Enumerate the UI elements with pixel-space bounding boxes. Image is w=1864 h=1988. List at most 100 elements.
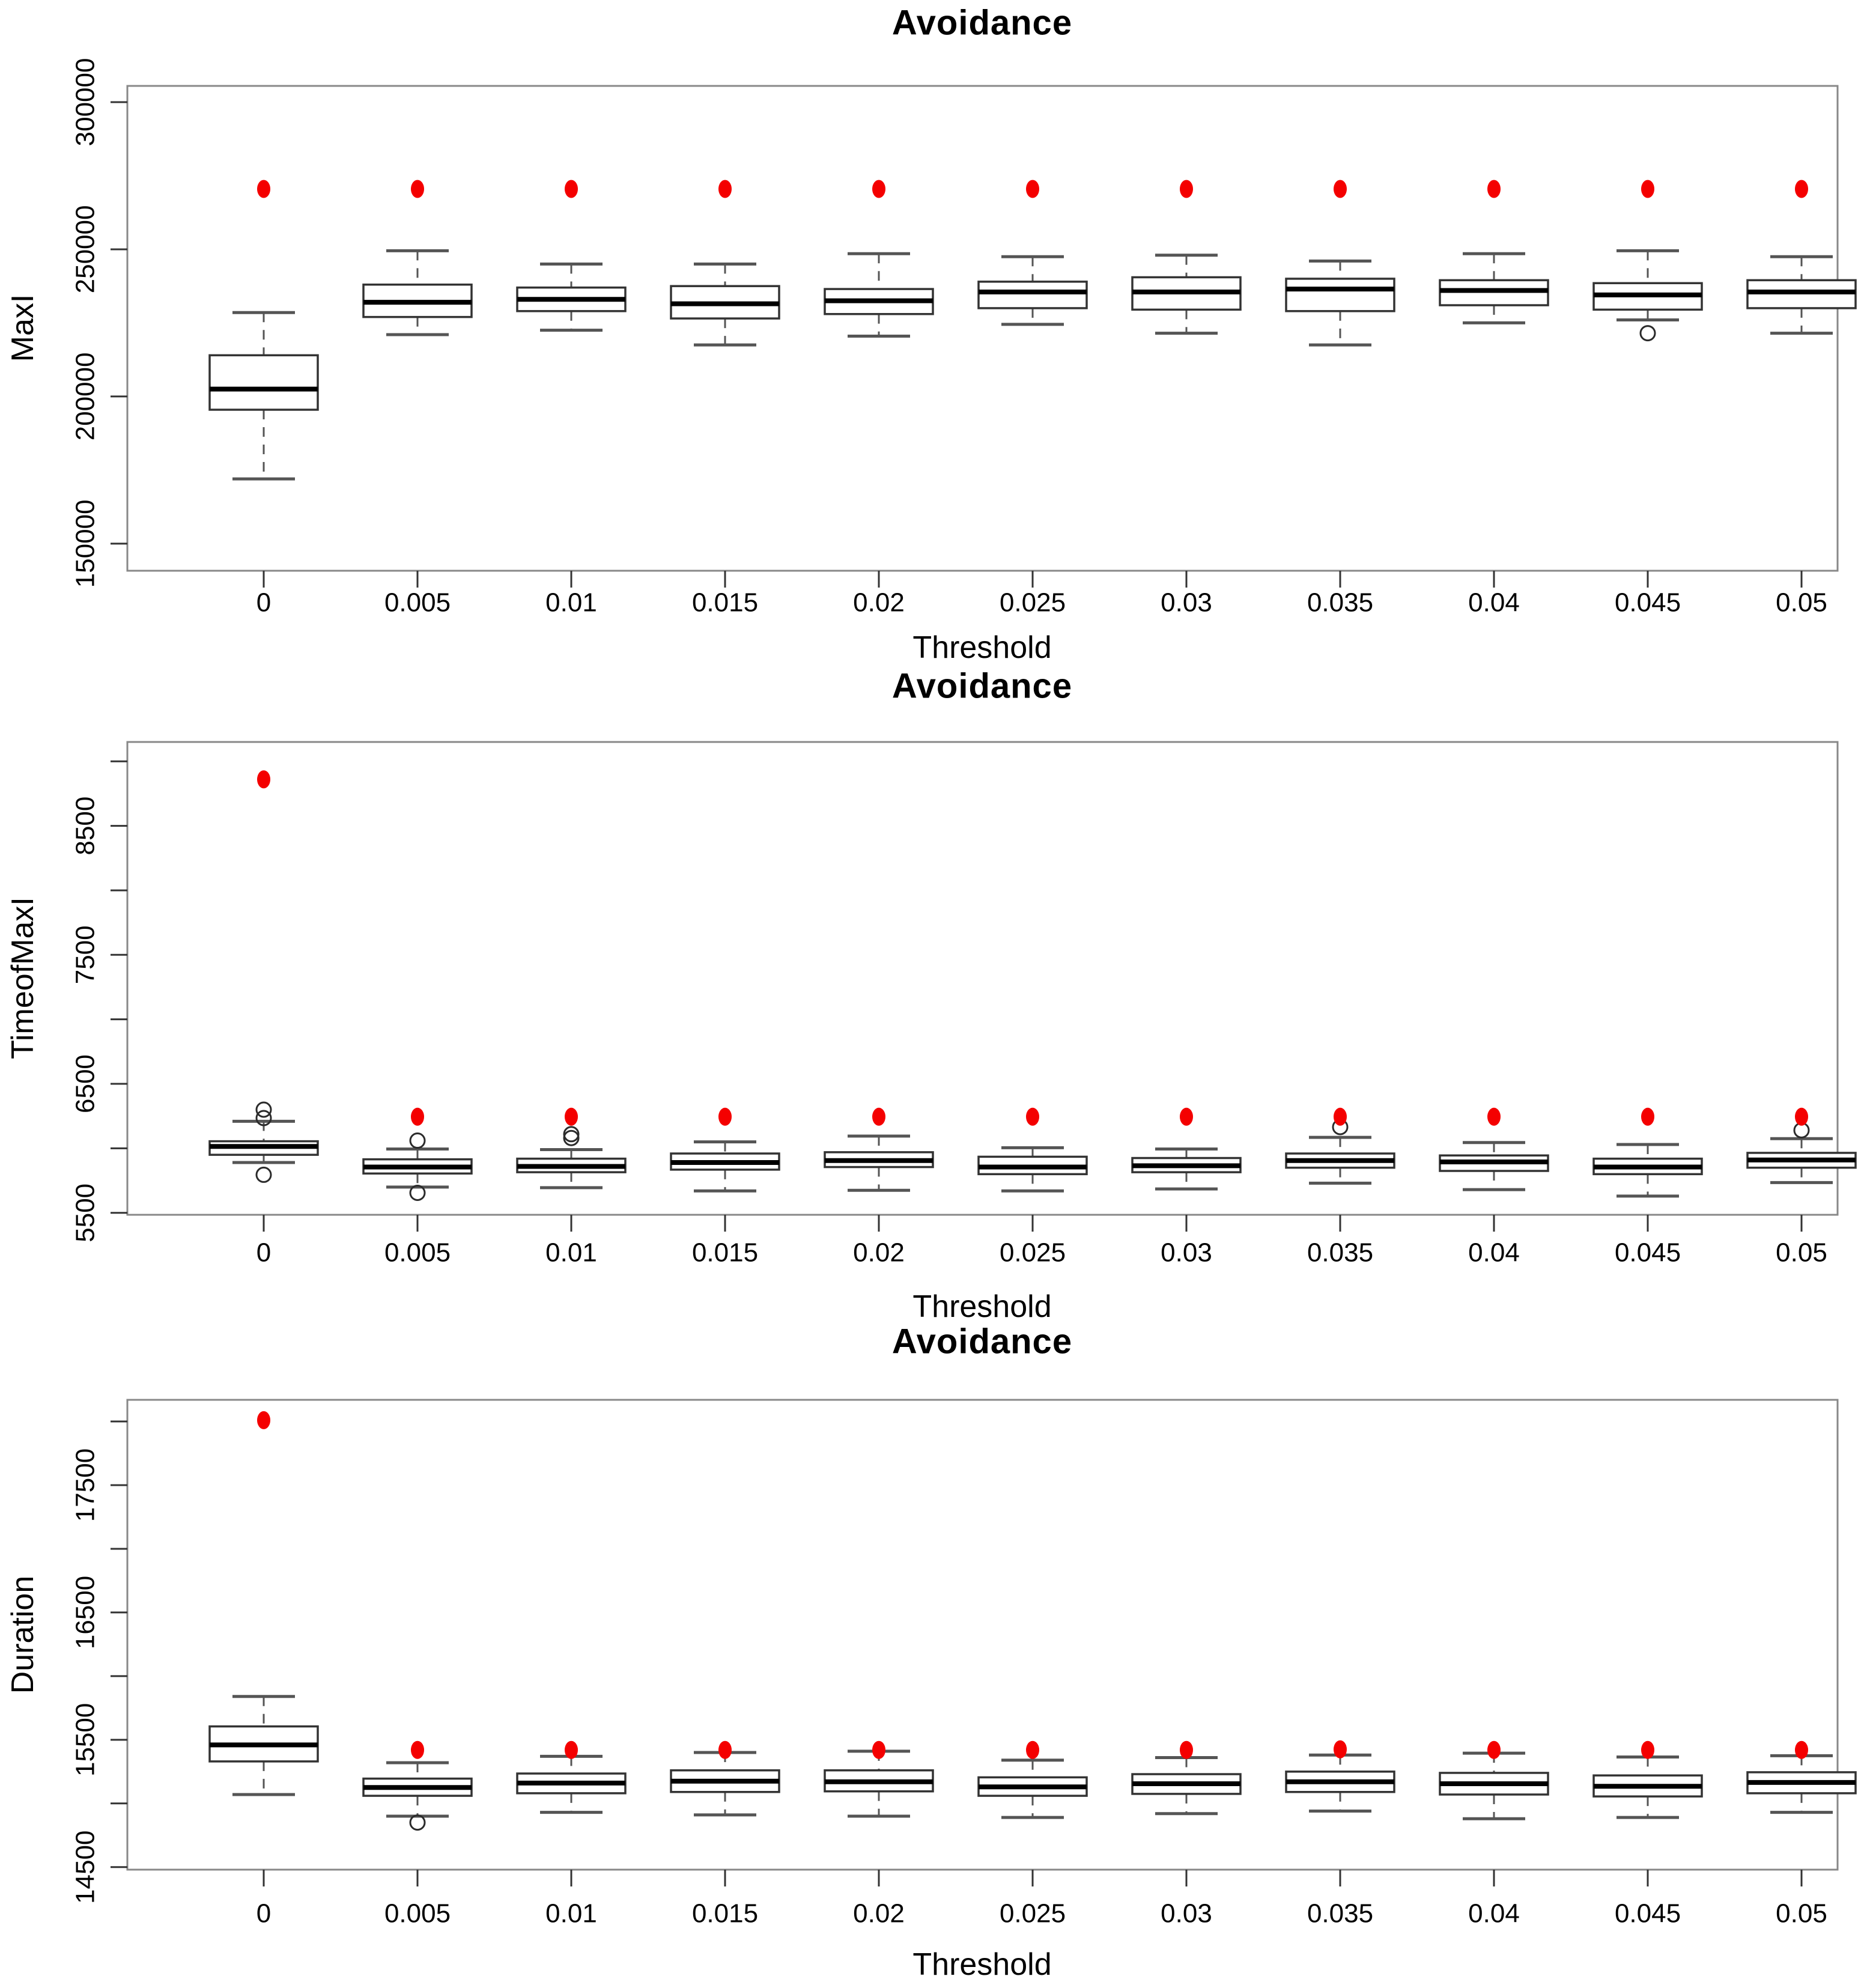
red-reference-point <box>411 1107 424 1126</box>
red-reference-point <box>257 1411 270 1429</box>
plot-title-maxi: Avoidance <box>891 3 1073 43</box>
x-tick-label: 0.05 <box>1776 1238 1827 1268</box>
x-axis-label-maxi: Threshold <box>912 630 1052 665</box>
x-tick-label: 0.005 <box>384 588 451 618</box>
x-tick-label: 0.035 <box>1307 1899 1373 1929</box>
x-tick-label: 0.025 <box>1000 1899 1066 1929</box>
x-tick-label: 0.025 <box>1000 1238 1066 1268</box>
y-tick-label: 150000 <box>71 500 100 588</box>
red-reference-point <box>565 180 578 198</box>
outlier-point <box>255 1110 272 1126</box>
red-reference-point <box>411 1740 424 1759</box>
outlier-point <box>1639 325 1656 342</box>
y-tick-label: 16500 <box>71 1576 100 1649</box>
x-tick-label: 0.04 <box>1468 1238 1520 1268</box>
x-tick-label: 0.04 <box>1468 1899 1520 1929</box>
x-tick-label: 0.05 <box>1776 588 1827 618</box>
x-tick-label: 0 <box>257 1899 271 1929</box>
red-reference-point <box>1026 1740 1039 1759</box>
red-reference-point <box>1487 1740 1501 1759</box>
x-tick-label: 0.015 <box>692 1899 758 1929</box>
red-reference-point <box>718 180 732 198</box>
red-reference-point <box>1795 180 1808 198</box>
red-reference-point <box>718 1740 732 1759</box>
red-reference-point <box>1180 1107 1193 1126</box>
red-reference-point <box>872 1107 885 1126</box>
red-reference-point <box>1180 1740 1193 1759</box>
x-tick-label: 0.03 <box>1161 1238 1212 1268</box>
x-tick-label: 0.01 <box>545 1899 597 1929</box>
x-tick-label: 0.02 <box>853 1238 905 1268</box>
x-tick-label: 0.045 <box>1615 1238 1681 1268</box>
iqr-box <box>977 281 1088 309</box>
outlier-point <box>409 1814 426 1831</box>
red-reference-point <box>1641 180 1654 198</box>
x-tick-label: 0.025 <box>1000 588 1066 618</box>
plot-frame <box>126 741 1839 1216</box>
x-tick-label: 0.02 <box>853 588 905 618</box>
x-axis-label-duration: Threshold <box>912 1947 1052 1982</box>
x-tick-label: 0.03 <box>1161 588 1212 618</box>
x-tick-label: 0.005 <box>384 1899 451 1929</box>
x-tick-label: 0.02 <box>853 1899 905 1929</box>
red-reference-point <box>1180 180 1193 198</box>
outlier-point <box>563 1126 580 1143</box>
x-tick-label: 0.035 <box>1307 588 1373 618</box>
red-reference-point <box>565 1740 578 1759</box>
red-reference-point <box>565 1107 578 1126</box>
x-tick-label: 0.005 <box>384 1238 451 1268</box>
x-tick-label: 0.01 <box>545 1238 597 1268</box>
y-tick-label: 8500 <box>71 797 100 856</box>
y-tick-label: 300000 <box>71 58 100 147</box>
iqr-box <box>1285 278 1395 312</box>
x-tick-label: 0.015 <box>692 588 758 618</box>
y-axis-label-timeofmaxi: TimeofMaxI <box>5 897 40 1059</box>
x-tick-label: 0 <box>257 588 271 618</box>
red-reference-point <box>718 1107 732 1126</box>
red-reference-point <box>1795 1740 1808 1759</box>
x-tick-label: 0.05 <box>1776 1899 1827 1929</box>
x-tick-label: 0.015 <box>692 1238 758 1268</box>
red-reference-point <box>1334 180 1347 198</box>
red-reference-point <box>257 770 270 789</box>
outlier-point <box>255 1101 272 1118</box>
red-reference-point <box>1026 1107 1039 1126</box>
y-tick-label: 14500 <box>71 1831 100 1904</box>
red-reference-point <box>1487 1107 1501 1126</box>
outlier-point <box>255 1166 272 1183</box>
y-tick-label: 6500 <box>71 1054 100 1113</box>
plot-frame <box>126 85 1839 572</box>
x-tick-label: 0.04 <box>1468 588 1520 618</box>
x-tick-label: 0.045 <box>1615 1899 1681 1929</box>
x-tick-label: 0.045 <box>1615 588 1681 618</box>
red-reference-point <box>1334 1107 1347 1126</box>
red-reference-point <box>1026 180 1039 198</box>
y-tick-label: 15500 <box>71 1703 100 1777</box>
y-tick-label: 250000 <box>71 205 100 294</box>
plot-title-duration: Avoidance <box>891 1322 1073 1361</box>
y-tick-label: 17500 <box>71 1448 100 1522</box>
outlier-point <box>409 1184 426 1201</box>
y-tick-label: 200000 <box>71 353 100 441</box>
red-reference-point <box>411 180 424 198</box>
outlier-point <box>409 1132 426 1149</box>
x-tick-label: 0.03 <box>1161 1899 1212 1929</box>
red-reference-point <box>257 180 270 198</box>
red-reference-point <box>872 180 885 198</box>
red-reference-point <box>1795 1107 1808 1126</box>
red-reference-point <box>1641 1740 1654 1759</box>
red-reference-point <box>1641 1107 1654 1126</box>
y-tick-label: 7500 <box>71 925 100 984</box>
red-reference-point <box>1487 180 1501 198</box>
y-tick-label: 5500 <box>71 1184 100 1242</box>
x-axis-label-timeofmaxi: Threshold <box>912 1289 1052 1324</box>
y-axis-label-duration: Duration <box>5 1575 40 1694</box>
plot-frame <box>126 1399 1839 1871</box>
x-tick-label: 0.035 <box>1307 1238 1373 1268</box>
x-tick-label: 0.01 <box>545 588 597 618</box>
x-tick-label: 0 <box>257 1238 271 1268</box>
red-reference-point <box>872 1740 885 1759</box>
iqr-box <box>208 354 319 411</box>
